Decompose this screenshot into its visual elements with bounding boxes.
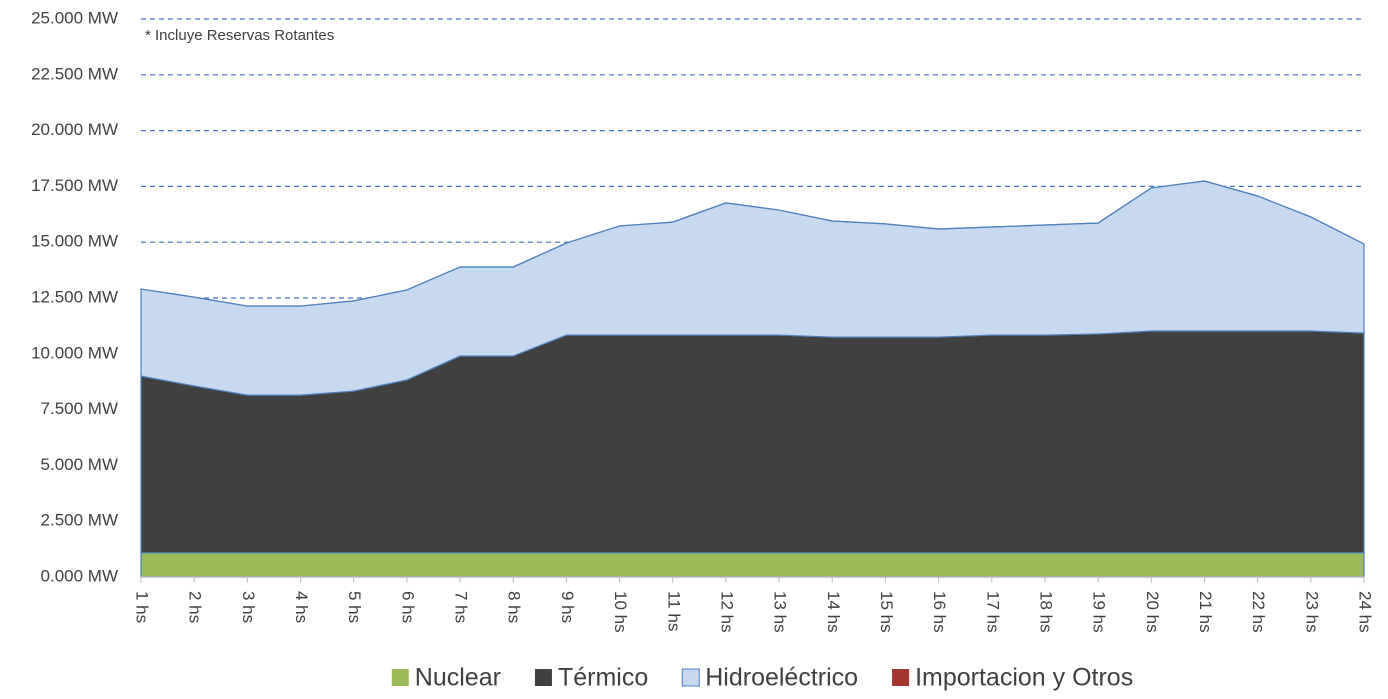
- x-tick-label: 20 hs: [1143, 591, 1162, 633]
- legend-label: Importacion y Otros: [915, 664, 1133, 692]
- x-tick-label: 6 hs: [398, 591, 417, 623]
- legend: Nuclear Térmico Hidroeléctrico Importacion …: [391, 664, 1133, 692]
- legend-swatch: [681, 668, 700, 687]
- legend-label: Hidroeléctrico: [705, 664, 858, 692]
- y-tick-label: 5.000 MW: [41, 455, 118, 474]
- x-tick-label: 15 hs: [877, 591, 896, 633]
- areas: [140, 180, 1365, 578]
- x-tick-label: 13 hs: [771, 591, 790, 633]
- annotation: * Incluye Reservas Rotantes: [145, 27, 334, 44]
- x-tick-label: 18 hs: [1036, 591, 1055, 633]
- x-tick-label: 9 hs: [558, 591, 577, 623]
- legend-swatch: [534, 669, 552, 686]
- legend-label: Térmico: [558, 664, 648, 692]
- x-tick-label: 10 hs: [611, 591, 630, 633]
- x-tick-label: 1 hs: [133, 591, 152, 623]
- area: [140, 552, 1365, 578]
- y-tick-label: 10.000 MW: [31, 343, 118, 362]
- y-tick-label: 7.500 MW: [41, 399, 118, 418]
- x-tick-label: 11 hs: [664, 591, 683, 631]
- x-tick-label: 23 hs: [1302, 591, 1321, 633]
- x-tick-label: 19 hs: [1090, 591, 1109, 633]
- x-tick-label: 17 hs: [983, 591, 1002, 633]
- x-tick-label: 16 hs: [930, 591, 949, 633]
- y-tick-label: 17.500 MW: [31, 176, 118, 195]
- x-tick-label: 14 hs: [824, 591, 843, 633]
- y-tick-label: 2.500 MW: [41, 511, 118, 530]
- legend-swatch: [892, 669, 910, 686]
- y-tick-label: 0.000 MW: [41, 566, 118, 585]
- y-tick-label: 12.500 MW: [31, 287, 118, 306]
- x-tick-label: 5 hs: [345, 591, 364, 623]
- x-tick-label: 21 hs: [1196, 591, 1215, 633]
- x-tick-label: 7 hs: [452, 591, 471, 623]
- x-tick-label: 4 hs: [292, 591, 311, 623]
- y-tick-label: 15.000 MW: [31, 232, 118, 251]
- y-tick-label: 20.000 MW: [31, 120, 118, 139]
- x-tick-label: 12 hs: [717, 591, 736, 633]
- legend-label: Nuclear: [415, 664, 501, 692]
- x-tick-label: 22 hs: [1249, 591, 1268, 633]
- y-tick-label: 25.000 MW: [31, 8, 118, 27]
- axes: [140, 576, 1365, 583]
- x-tick-label: 8 hs: [505, 591, 524, 623]
- x-tick-label: 24 hs: [1356, 591, 1375, 633]
- legend-swatch: [391, 669, 409, 686]
- x-tick-label: 2 hs: [186, 591, 205, 623]
- y-tick-label: 22.500 MW: [31, 64, 118, 83]
- x-tick-label: 3 hs: [239, 591, 258, 623]
